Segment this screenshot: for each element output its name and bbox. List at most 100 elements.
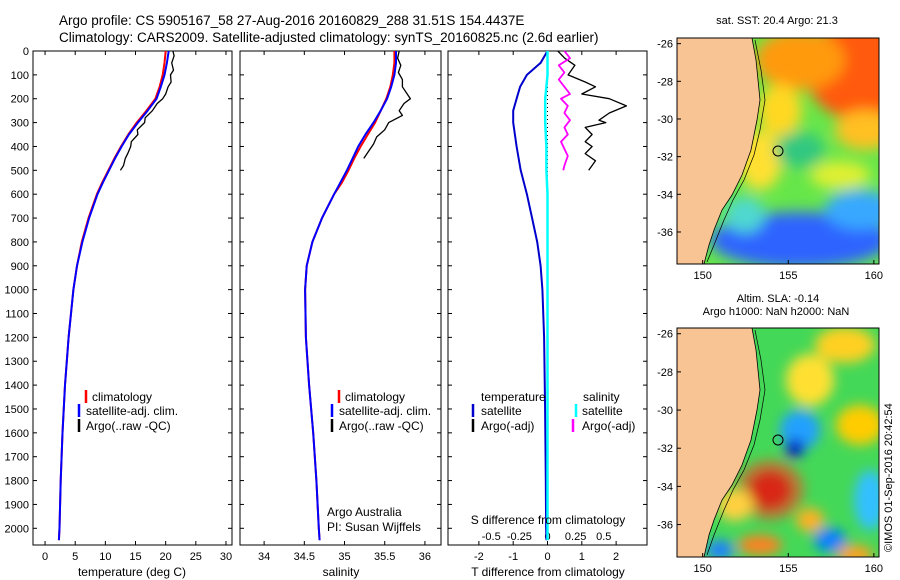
salinity-legend: climatology satellite-adj. clim. Argo(..… [330, 390, 431, 433]
lat-tick-label: -30 [657, 405, 673, 417]
depth-tick-label: 1000 [5, 285, 29, 297]
depth-tick-label: 100 [11, 70, 29, 82]
sst-map-ticks: 150 155 160 -26 -28 -30 -32 -34 -36 [657, 39, 883, 282]
depth-tick-label: 2000 [5, 523, 29, 535]
series-line-salinity-satellite [543, 51, 549, 541]
salinity-panel: 34 34.5 35 35.5 36 climatology satellite-adj… [239, 50, 442, 579]
temperature-x-axis: 0 5 10 15 20 25 30 [42, 51, 232, 563]
sla-map-frame [676, 327, 880, 558]
lon-tick-label: 155 [779, 563, 797, 575]
argo-position-marker [772, 145, 784, 157]
temperature-x-label: temperature (deg C) [78, 565, 186, 579]
s-tick-label: -0.25 [507, 531, 532, 543]
x-tick-label: 5 [72, 551, 78, 563]
series-line-argo-raw-qc- [119, 50, 175, 171]
series-line-satellite-adj-clim- [304, 51, 397, 541]
legend-salinity-title: salinity [583, 390, 620, 404]
sla-map-title: Altim. SLA: -0.14 [737, 293, 820, 305]
depth-tick-label: 900 [11, 261, 29, 273]
lat-tick-label: -36 [657, 227, 673, 239]
sst-map: sat. SST: 20.4 Argo: 21.3 150 155 160 -26 -2… [657, 15, 883, 282]
depth-tick-label: 200 [11, 94, 29, 106]
lon-tick-label: 160 [865, 270, 883, 282]
lat-tick-label: -26 [657, 39, 673, 51]
lat-tick-label: -36 [657, 520, 673, 532]
x-tick-label: 15 [129, 551, 141, 563]
s-difference-label: S difference from climatology [471, 513, 626, 527]
series-line-satellite-adj-clim- [57, 50, 170, 541]
salinity-legend-argo: Argo(..raw -QC) [339, 419, 424, 433]
x-tick-label: -2 [474, 551, 484, 563]
difference-panel: -2 -1 0 1 2-0.5 -0.25 0 0.25 0.5 temperature sat… [447, 50, 648, 579]
lat-tick-label: -34 [657, 481, 673, 493]
sla-map-subtitle: Argo h1000: NaN h2000: NaN [703, 306, 850, 318]
depth-tick-label: 400 [11, 141, 29, 153]
legend-s-argo: Argo(-adj) [582, 419, 635, 433]
sla-map-ticks: 150 155 160 -26 -28 -30 -32 -34 -36 [657, 329, 883, 575]
depth-tick-label: 300 [11, 118, 29, 130]
x-tick-label: 34.5 [294, 551, 315, 563]
lon-tick-label: 150 [693, 563, 711, 575]
temperature-legend: climatology satellite-adj. clim. Argo(..… [77, 390, 178, 433]
credit-pi: PI: Susan Wijffels [327, 520, 421, 534]
depth-tick-label: 1400 [5, 380, 29, 392]
difference-y-ticks [448, 50, 647, 529]
temperature-panel: 0100200300400500600700800900100011001200… [5, 46, 233, 579]
sst-map-title: sat. SST: 20.4 Argo: 21.3 [716, 15, 838, 27]
series-line-argo-raw-qc- [363, 50, 412, 159]
legend-s-satellite: satellite [582, 404, 623, 418]
x-tick-label: 36 [419, 551, 431, 563]
salinity-x-axis: 34 34.5 35 35.5 36 [258, 51, 431, 563]
depth-tick-label: 500 [11, 165, 29, 177]
t-difference-label: T difference from climatology [471, 565, 625, 579]
depth-tick-label: 1200 [5, 332, 29, 344]
lat-tick-label: -32 [657, 152, 673, 164]
temperature-lines [57, 50, 175, 541]
depth-tick-label: 1700 [5, 452, 29, 464]
series-line-temperature-satellite [512, 50, 549, 541]
legend-t-satellite: satellite [481, 404, 522, 418]
difference-x-axis: -2 -1 0 1 2-0.5 -0.25 0 0.25 0.5 [474, 51, 619, 563]
x-tick-label: 35 [338, 551, 350, 563]
header-line-2: Climatology: CARS2009. Satellite-adjuste… [59, 30, 599, 45]
salinity-y-ticks [240, 50, 441, 529]
x-tick-label: 34 [258, 551, 270, 563]
header-line-1: Argo profile: CS 5905167_58 27-Aug-2016 … [59, 13, 524, 28]
temperature-legend-argo: Argo(..raw -QC) [86, 419, 171, 433]
temperature-axes-box [32, 50, 233, 546]
temperature-legend-climatology: climatology [92, 390, 152, 404]
lat-tick-label: -32 [657, 443, 673, 455]
series-line-temperature-argo-adj- [557, 50, 628, 171]
depth-tick-label: 800 [11, 237, 29, 249]
lat-tick-label: -28 [657, 76, 673, 88]
difference-legend: temperature satellite Argo(-adj) salinit… [471, 390, 635, 433]
series-line-salinity-argo-adj- [557, 50, 571, 171]
x-tick-label: 1 [579, 551, 585, 563]
salinity-legend-climatology: climatology [345, 390, 405, 404]
depth-tick-label: 1800 [5, 476, 29, 488]
x-tick-label: 2 [613, 551, 619, 563]
s-tick-label: 0.25 [565, 531, 586, 543]
depth-tick-label: 600 [11, 189, 29, 201]
salinity-x-label: salinity [323, 565, 360, 579]
x-tick-label: -1 [508, 551, 518, 563]
depth-tick-label: 1300 [5, 356, 29, 368]
lat-tick-label: -30 [657, 114, 673, 126]
depth-tick-label: 700 [11, 213, 29, 225]
temperature-legend-satellite: satellite-adj. clim. [86, 404, 178, 418]
x-tick-label: 0 [544, 551, 550, 563]
legend-t-argo: Argo(-adj) [481, 419, 534, 433]
sla-map: Altim. SLA: -0.14 Argo h1000: NaN h2000:… [657, 293, 883, 575]
x-tick-label: 35.5 [374, 551, 395, 563]
imos-watermark: ©IMOS 01-Sep-2016 20:42:54 [883, 403, 895, 552]
lon-tick-label: 160 [865, 563, 883, 575]
x-tick-label: 30 [220, 551, 232, 563]
sst-map-frame [676, 37, 880, 265]
x-tick-label: 10 [99, 551, 111, 563]
argo-position-marker-sla [772, 434, 784, 446]
depth-tick-label: 1600 [5, 428, 29, 440]
salinity-legend-satellite: satellite-adj. clim. [339, 404, 431, 418]
legend-temperature-title: temperature [481, 390, 546, 404]
lon-tick-label: 155 [779, 270, 797, 282]
